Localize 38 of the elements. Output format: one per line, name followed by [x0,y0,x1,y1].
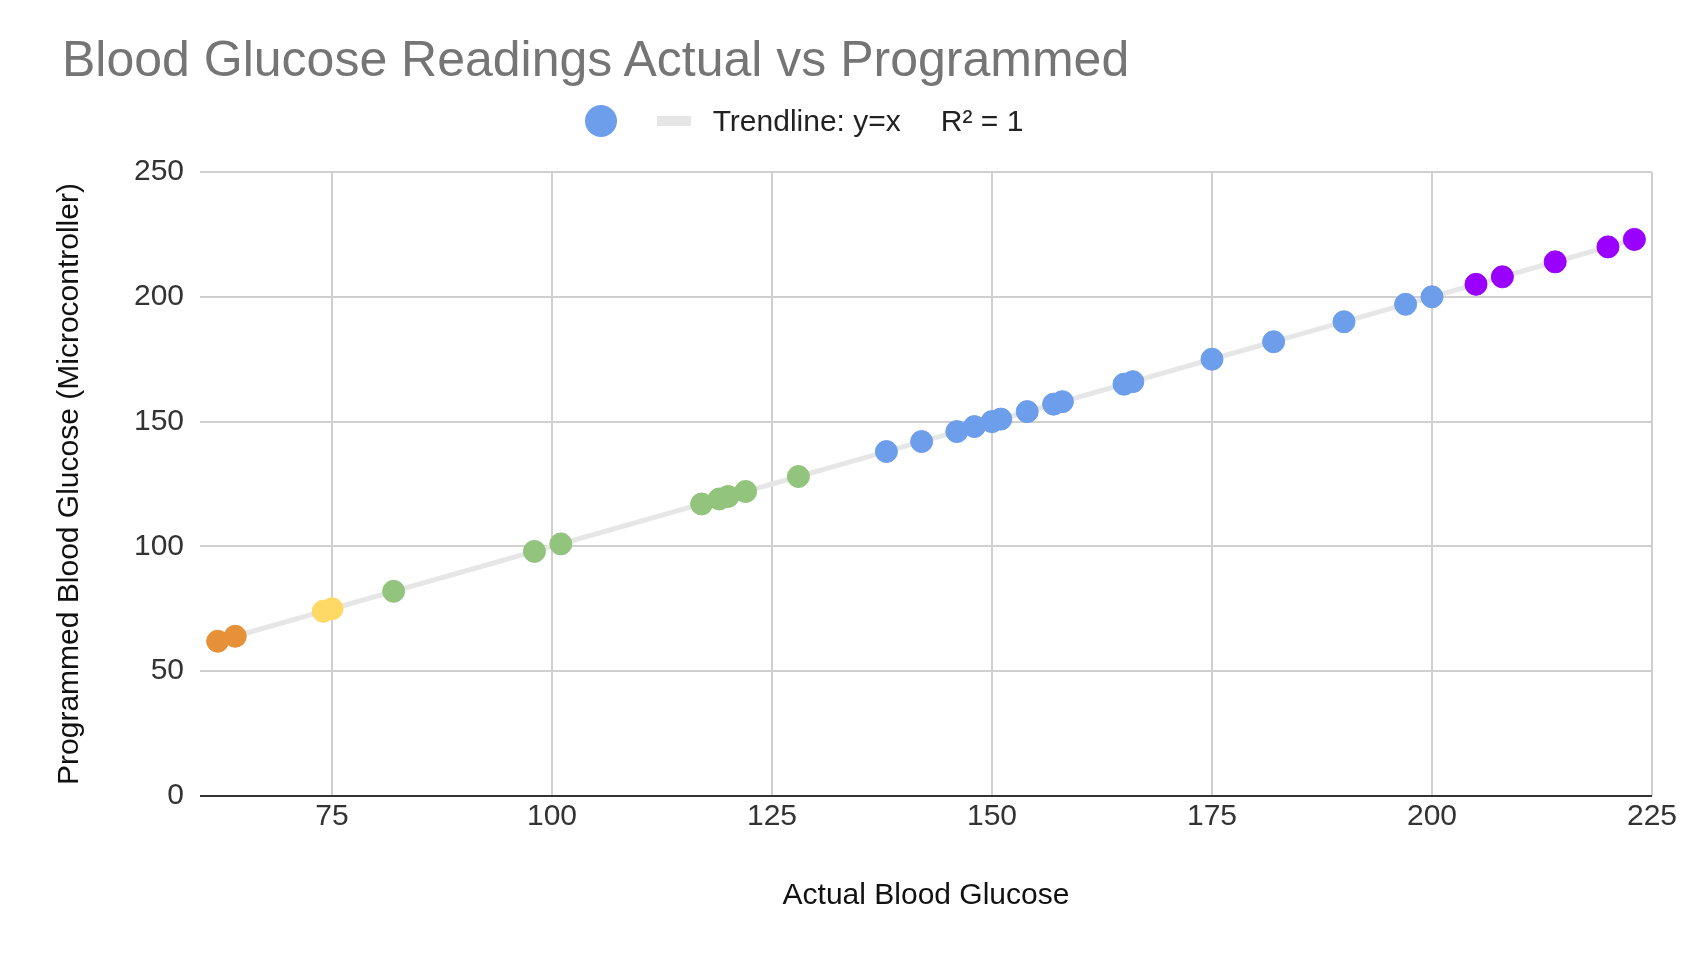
y-tick-label: 150 [133,402,185,436]
x-tick-label: 200 [1406,798,1458,832]
point [1394,292,1418,316]
point [1332,310,1356,334]
chart-title: Blood Glucose Readings Actual vs Programmed [61,30,1131,88]
point [1200,347,1224,371]
y-tick-label: 250 [133,153,185,187]
point [786,465,810,489]
x-axis-title: Actual Blood Glucose [782,877,1070,911]
y-axis-title: Programmed Blood Glucose (Microcontroller) [51,183,85,785]
y-tick-label: 100 [133,527,185,561]
point [874,440,898,464]
point [1420,285,1444,309]
point [1262,330,1286,354]
y-tick-label: 200 [133,278,185,312]
point [910,430,934,454]
x-tick-label: 100 [527,798,578,832]
point [1596,235,1620,259]
point [549,532,573,556]
point [1622,227,1646,251]
point [1015,400,1039,424]
legend-label: Trendline: y=x [712,104,901,138]
point [734,479,758,503]
x-tick-label: 125 [746,798,798,832]
point [1543,250,1567,274]
x-tick-label: 175 [1186,798,1238,832]
point [223,624,247,648]
text: R² = 1 [940,104,1024,138]
point [1490,265,1514,289]
point [1464,272,1488,296]
point [382,579,406,603]
y-tick-label: 50 [150,652,185,686]
point [522,539,546,563]
x-tick-label: 75 [315,798,349,832]
point [962,415,986,439]
x-tick-label: 150 [966,798,1018,832]
x-tick-label: 225 [1626,798,1677,832]
y-tick-label: 0 [167,777,185,811]
